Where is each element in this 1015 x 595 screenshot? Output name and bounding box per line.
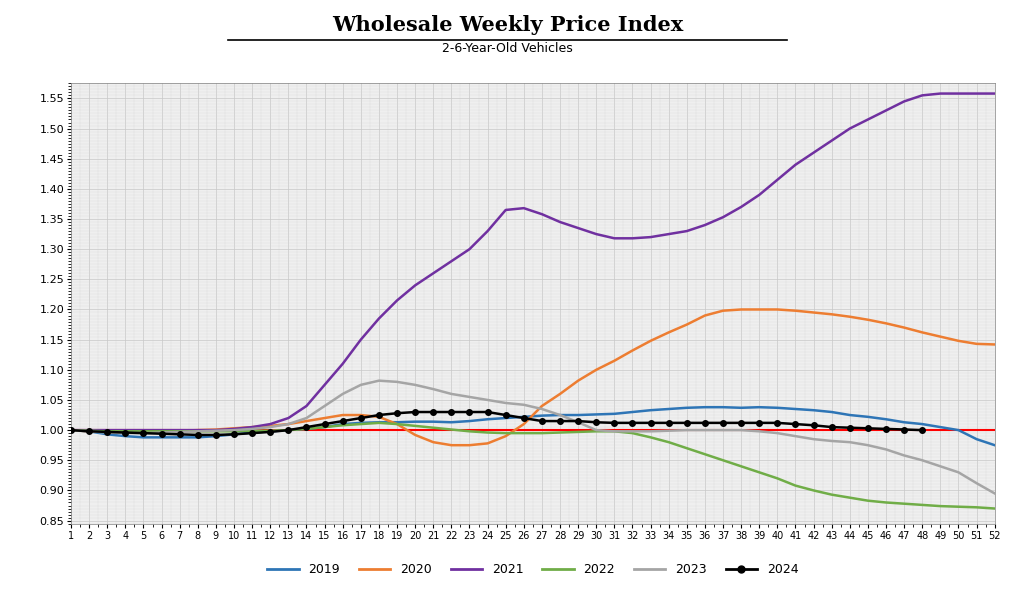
Legend: 2019, 2020, 2021, 2022, 2023, 2024: 2019, 2020, 2021, 2022, 2023, 2024 bbox=[262, 558, 804, 581]
Text: Wholesale Weekly Price Index: Wholesale Weekly Price Index bbox=[332, 15, 683, 35]
Text: 2-6-Year-Old Vehicles: 2-6-Year-Old Vehicles bbox=[443, 42, 572, 55]
